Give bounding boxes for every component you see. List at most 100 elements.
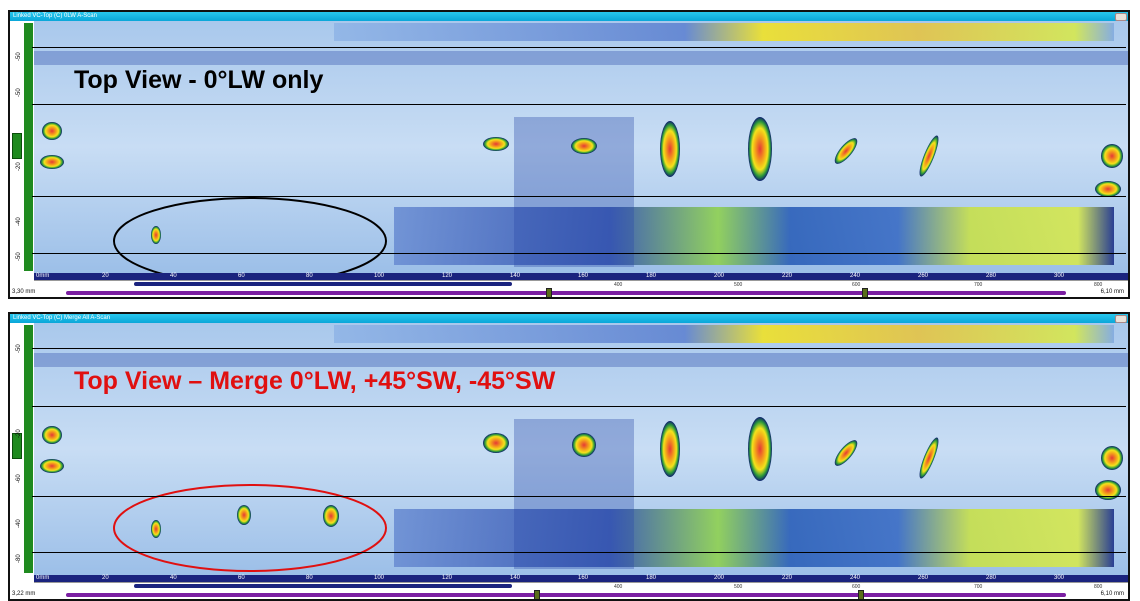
range-bar-row: 3,30 mm 6,10 mm — [10, 288, 1128, 297]
bottom-backwall-band — [394, 207, 1114, 265]
vertical-ruler-handle[interactable] — [12, 433, 22, 459]
h-tick: 160 — [578, 575, 589, 581]
range-start-value: 3,30 mm — [12, 289, 36, 295]
h-tick: 160 — [578, 273, 589, 279]
window-title: Linked VC-Top (C) 0LW A-Scan — [13, 13, 97, 19]
sub-tick: 600 — [852, 584, 861, 590]
sub-tick: 800 — [1094, 584, 1103, 590]
indication — [1095, 480, 1121, 500]
layer-band — [34, 51, 1128, 65]
h-tick: 300 — [1054, 575, 1065, 581]
gate-line — [32, 104, 1126, 105]
v-tick: -50 — [16, 252, 22, 261]
indication — [571, 138, 597, 154]
v-tick: -60 — [16, 474, 22, 483]
h-tick: 200 — [714, 575, 725, 581]
indication — [1101, 144, 1123, 168]
indication — [748, 417, 772, 481]
highlight-ellipse — [113, 197, 387, 273]
window-close-icon[interactable] — [1115, 315, 1127, 323]
range-bar-row: 3,22 mm 6,10 mm — [10, 590, 1128, 599]
h-tick: 240 — [850, 273, 861, 279]
cscan-panel-bottom: Linked VC-Top (C) Merge All A-Scan -50 -… — [8, 312, 1130, 601]
v-tick: -20 — [16, 429, 22, 438]
h-tick: 280 — [986, 575, 997, 581]
gate-line — [32, 253, 1126, 254]
indication — [834, 440, 858, 466]
h-tick: 140 — [510, 575, 521, 581]
h-start-label: 0mm — [36, 575, 50, 581]
overlay-title-bottom: Top View – Merge 0°LW, +45°SW, -45°SW — [74, 367, 556, 395]
range-bar[interactable] — [66, 291, 1066, 295]
h-tick: 240 — [850, 575, 861, 581]
sub-tick: 400 — [614, 584, 623, 590]
range-start-value: 3,22 mm — [12, 591, 36, 597]
noise-region — [514, 117, 634, 267]
sub-tick: 800 — [1094, 282, 1103, 288]
top-backwall-band — [334, 325, 1114, 343]
gate-line — [32, 47, 1126, 48]
h-tick: 100 — [374, 273, 385, 279]
indication — [1095, 181, 1121, 197]
vertical-ruler: -50 -50 -20 -40 -50 — [10, 21, 35, 273]
h-tick: 20 — [102, 575, 109, 581]
index-slider[interactable] — [134, 584, 512, 588]
h-tick: 80 — [306, 273, 313, 279]
cscan-image[interactable] — [34, 323, 1128, 575]
range-bar[interactable] — [66, 593, 1066, 597]
range-knob[interactable] — [534, 590, 540, 599]
h-tick: 40 — [170, 273, 177, 279]
sub-tick: 700 — [974, 282, 983, 288]
h-tick: 100 — [374, 575, 385, 581]
gate-line — [32, 196, 1126, 197]
overlay-title-top: Top View - 0°LW only — [74, 66, 324, 94]
h-tick: 180 — [646, 273, 657, 279]
range-knob[interactable] — [862, 288, 868, 297]
index-slider[interactable] — [134, 282, 512, 286]
vertical-ruler-bar — [24, 23, 33, 271]
highlight-ellipse — [113, 484, 387, 572]
indication — [660, 121, 680, 177]
h-tick: 120 — [442, 273, 453, 279]
indication — [323, 505, 339, 527]
range-knob[interactable] — [858, 590, 864, 599]
v-tick: -40 — [16, 217, 22, 226]
indication — [919, 135, 939, 177]
sub-tick: 700 — [974, 584, 983, 590]
range-end-value: 6,10 mm — [1100, 591, 1124, 597]
h-tick: 300 — [1054, 273, 1065, 279]
range-knob[interactable] — [546, 288, 552, 297]
window-titlebar[interactable]: Linked VC-Top (C) Merge All A-Scan — [10, 314, 1128, 323]
h-tick: 200 — [714, 273, 725, 279]
indication — [42, 122, 62, 140]
window-titlebar[interactable]: Linked VC-Top (C) 0LW A-Scan — [10, 12, 1128, 21]
h-tick: 80 — [306, 575, 313, 581]
window-close-icon[interactable] — [1115, 13, 1127, 21]
h-tick: 280 — [986, 273, 997, 279]
indication — [151, 520, 161, 538]
h-start-label: 0mm — [36, 273, 50, 279]
sub-tick: 500 — [734, 282, 743, 288]
range-end-value: 6,10 mm — [1100, 289, 1124, 295]
v-tick: -80 — [16, 554, 22, 563]
h-tick: 60 — [238, 273, 245, 279]
h-tick: 260 — [918, 273, 929, 279]
vertical-ruler: -50 -20 -60 -40 -80 — [10, 323, 35, 575]
cscan-image[interactable] — [34, 21, 1128, 273]
v-tick: -50 — [16, 88, 22, 97]
h-tick: 120 — [442, 575, 453, 581]
indication — [237, 505, 251, 525]
window-title: Linked VC-Top (C) Merge All A-Scan — [13, 315, 111, 321]
gate-line — [32, 406, 1126, 407]
v-tick: -40 — [16, 519, 22, 528]
h-tick: 180 — [646, 575, 657, 581]
h-tick: 60 — [238, 575, 245, 581]
indication — [834, 138, 858, 164]
indication — [748, 117, 772, 181]
cscan-panel-top: Linked VC-Top (C) 0LW A-Scan -50 -50 -20… — [8, 10, 1130, 299]
sub-tick: 500 — [734, 584, 743, 590]
top-backwall-band — [334, 23, 1114, 41]
gate-line — [32, 552, 1126, 553]
indication — [1101, 446, 1123, 470]
vertical-ruler-handle[interactable] — [12, 133, 22, 159]
